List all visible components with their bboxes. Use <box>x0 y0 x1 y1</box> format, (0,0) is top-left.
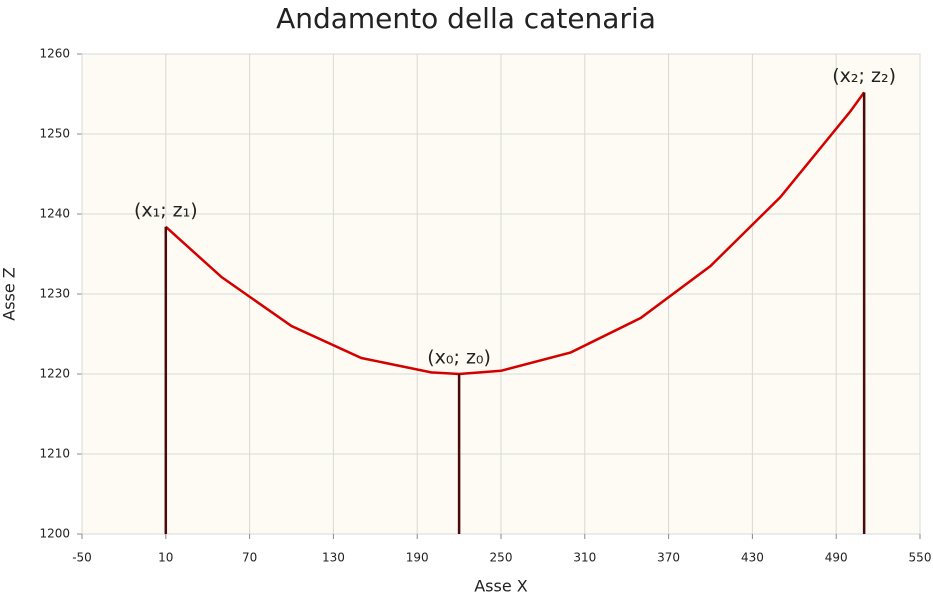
y-tick-label: 1250 <box>39 127 70 141</box>
x-tick-label: 130 <box>322 551 345 565</box>
curve <box>164 91 866 376</box>
x-tick-label: 490 <box>825 551 848 565</box>
y-tick-label: 1230 <box>39 287 70 301</box>
y-axis-label: Asse Z <box>0 267 19 321</box>
x-tick-label: 10 <box>158 551 173 565</box>
point-label: (x₁; z₁) <box>134 199 198 221</box>
y-tick-label: 1240 <box>39 207 70 221</box>
x-tick-label: -50 <box>72 551 92 565</box>
x-tick-label: 310 <box>573 551 596 565</box>
point-label: (x₀; z₀) <box>427 347 491 369</box>
y-tick-label: 1210 <box>39 447 70 461</box>
chart-title: Andamento della catenaria <box>276 2 656 35</box>
x-tick-label: 370 <box>657 551 680 565</box>
x-tick-label: 430 <box>741 551 764 565</box>
y-tick-label: 1200 <box>39 527 70 541</box>
x-tick-label: 250 <box>490 551 513 565</box>
x-axis-label: Asse X <box>474 577 528 596</box>
x-tick-label: 190 <box>406 551 429 565</box>
x-tick-label: 70 <box>242 551 257 565</box>
y-tick-label: 1220 <box>39 367 70 381</box>
x-tick-label: 550 <box>909 551 932 565</box>
y-tick-label: 1260 <box>39 47 70 61</box>
point-label: (x₂; z₂) <box>832 65 896 87</box>
